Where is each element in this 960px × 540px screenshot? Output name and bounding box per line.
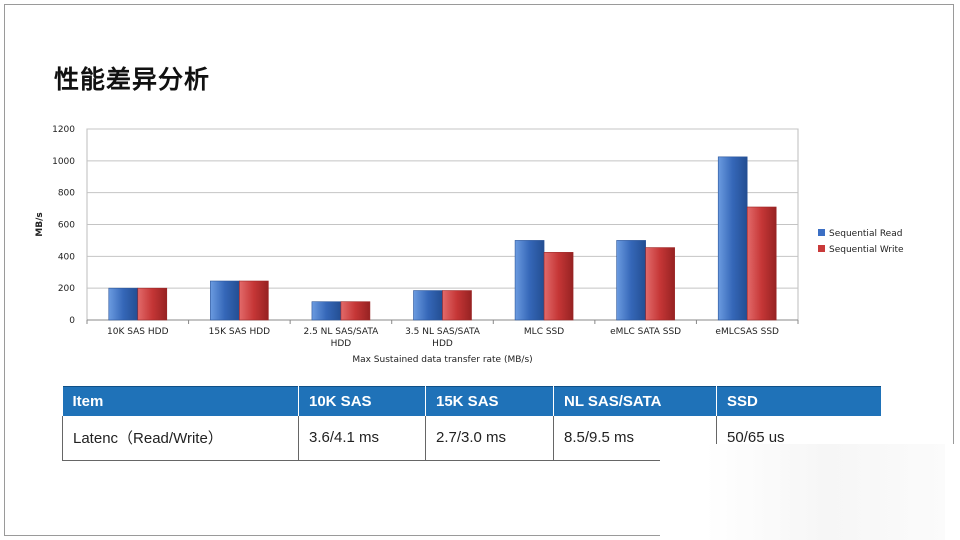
x-tick-label: 2.5 NL SAS/SATA xyxy=(303,327,379,337)
table-header-row: Item 10K SAS 15K SAS NL SAS/SATA SSD xyxy=(62,386,881,416)
table-header-cell: Item xyxy=(62,386,299,416)
legend-swatch xyxy=(818,245,825,252)
x-tick-label: 3.5 NL SAS/SATA xyxy=(405,327,481,337)
legend-label: Sequential Read xyxy=(829,229,902,239)
bar-write xyxy=(340,301,371,321)
bar-write xyxy=(543,252,574,321)
table-header-cell: SSD xyxy=(716,386,881,416)
bar-write xyxy=(137,287,168,321)
y-tick-label: 1000 xyxy=(52,157,75,167)
legend-swatch xyxy=(818,229,825,236)
legend-label: Sequential Write xyxy=(829,245,904,255)
bar-write xyxy=(645,247,675,321)
x-axis-label: Max Sustained data transfer rate (MB/s) xyxy=(352,355,532,365)
bar-read xyxy=(413,290,443,321)
x-tick-label: eMLCSAS SSD xyxy=(715,327,779,337)
table-header-cell: 15K SAS xyxy=(425,386,554,416)
table-cell: 2.7/3.0 ms xyxy=(425,415,554,461)
bar-read xyxy=(616,240,646,321)
y-tick-label: 600 xyxy=(58,221,75,231)
table-cell: 3.6/4.1 ms xyxy=(298,415,426,461)
table-cell: Latenc（Read/Write） xyxy=(62,415,299,461)
x-tick-label: MLC SSD xyxy=(524,327,564,337)
y-tick-label: 800 xyxy=(58,189,75,199)
y-tick-label: 400 xyxy=(58,252,75,262)
page-title: 性能差异分析 xyxy=(54,65,211,94)
white-overlay-shade xyxy=(705,444,945,540)
spec-table-wrap: Item 10K SAS 15K SAS NL SAS/SATA SSD Lat… xyxy=(62,386,881,461)
bar-write xyxy=(442,290,472,321)
bar-read xyxy=(210,280,240,321)
table-header-cell: NL SAS/SATA xyxy=(553,386,717,416)
bar-read xyxy=(311,301,342,321)
x-tick-label: 10K SAS HDD xyxy=(107,327,169,337)
x-tick-label: HDD xyxy=(331,339,352,349)
bar-write xyxy=(239,280,269,321)
spec-table: Item 10K SAS 15K SAS NL SAS/SATA SSD Lat… xyxy=(62,386,881,461)
bar-read xyxy=(108,287,139,321)
bar-read xyxy=(514,240,545,321)
bar-read xyxy=(717,156,748,321)
table-header-cell: 10K SAS xyxy=(298,386,426,416)
table-cell: 8.5/9.5 ms xyxy=(553,415,717,461)
bar-write xyxy=(746,206,777,321)
x-tick-label: 15K SAS HDD xyxy=(209,327,271,337)
y-tick-label: 200 xyxy=(58,284,75,294)
x-tick-label: eMLC SATA SSD xyxy=(610,327,681,337)
bar-chart: 0 200 400 600 800 1000 1200 10K SAS HDD 15K SAS … xyxy=(35,125,904,365)
x-tick-label: HDD xyxy=(432,339,453,349)
y-tick-label: 1200 xyxy=(52,125,75,135)
y-tick-label: 0 xyxy=(69,316,75,326)
y-axis-label: MB/s xyxy=(35,212,45,236)
